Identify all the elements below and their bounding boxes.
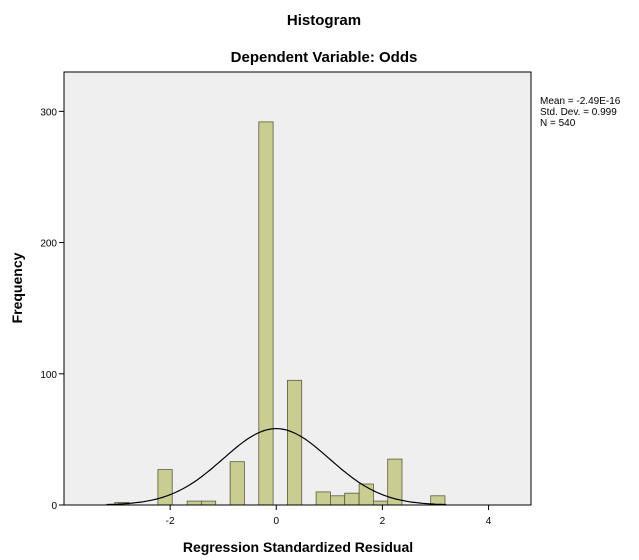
histogram-bar bbox=[157, 469, 173, 506]
y-tick-label: 0 bbox=[51, 501, 57, 512]
y-tick-label: 200 bbox=[40, 239, 57, 250]
x-tick-label: 2 bbox=[380, 516, 386, 527]
chart-subtitle: Dependent Variable: Odds bbox=[231, 49, 418, 66]
y-tick-label: 300 bbox=[40, 107, 57, 118]
histogram-bar bbox=[329, 495, 346, 506]
histogram-bar bbox=[229, 461, 245, 506]
chart-title: Histogram bbox=[287, 12, 361, 29]
stat-line: N = 540 bbox=[540, 118, 576, 129]
histogram-bar bbox=[372, 500, 389, 506]
x-tick-label: 0 bbox=[273, 516, 279, 527]
normal-curve bbox=[106, 427, 447, 506]
histogram-bar bbox=[387, 458, 403, 506]
histogram-bar bbox=[286, 379, 303, 506]
histogram-bar bbox=[186, 500, 202, 506]
x-axis-label: Regression Standardized Residual bbox=[183, 539, 413, 555]
stat-line: Mean = -2.49E-16 bbox=[540, 96, 621, 107]
x-tick-label: 4 bbox=[486, 516, 492, 527]
histogram-bar bbox=[200, 500, 217, 506]
plot-frame bbox=[63, 71, 532, 506]
histogram-bar bbox=[258, 121, 274, 506]
stat-line: Std. Dev. = 0.999 bbox=[540, 107, 617, 118]
x-tick-label: -2 bbox=[166, 516, 175, 527]
y-tick-label: 100 bbox=[40, 370, 57, 381]
y-axis-label: Frequency bbox=[9, 252, 25, 323]
histogram-bar bbox=[315, 491, 331, 506]
histogram-bar bbox=[344, 492, 360, 506]
